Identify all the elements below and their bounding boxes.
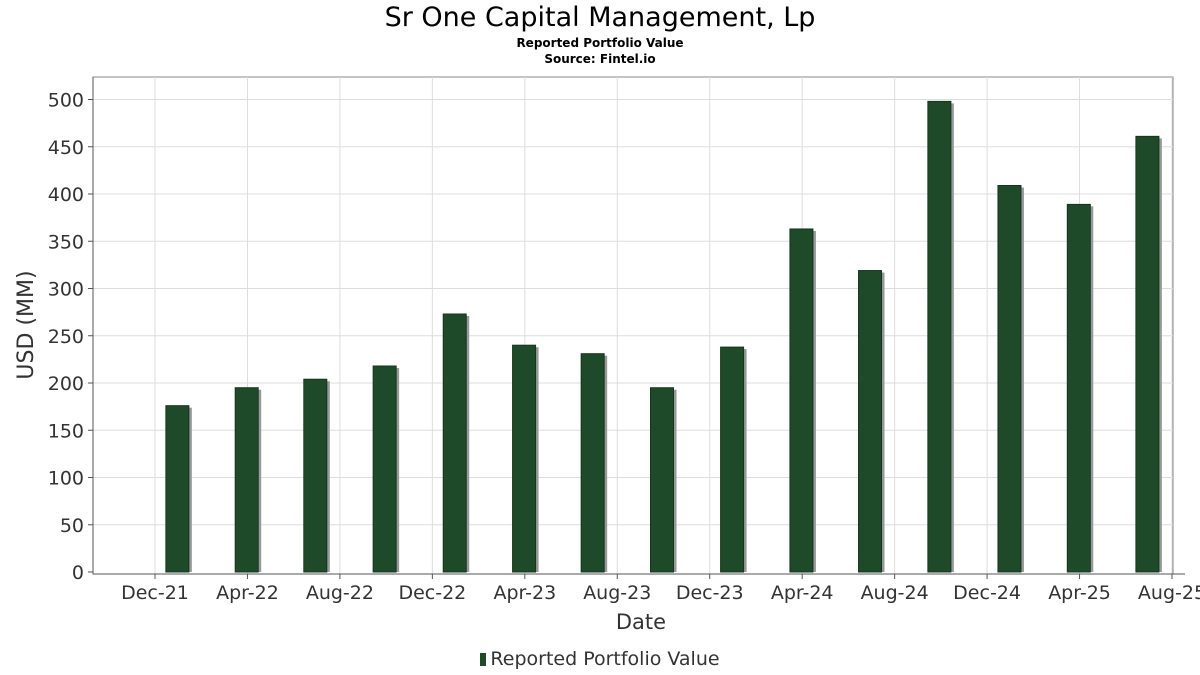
x-tick-label: Aug-24 — [861, 582, 929, 604]
x-tick-labels: Dec-21 Apr-22 Aug-22 Dec-22 Apr-23 Aug-23 Dec-… — [121, 574, 1200, 604]
y-tick-labels: 0 50 100 150 200 250 300 350 400 450 500 — [48, 90, 93, 584]
x-tick-label: Dec-23 — [676, 582, 744, 604]
y-tick-label: 0 — [72, 562, 84, 584]
y-tick-label: 500 — [48, 90, 84, 112]
bar — [858, 270, 883, 573]
x-tick-label: Dec-21 — [121, 582, 189, 604]
y-tick-label: 50 — [60, 515, 84, 537]
bar — [580, 353, 605, 573]
x-gridlines — [154, 77, 1173, 574]
legend-swatch — [480, 653, 487, 666]
y-tick-label: 400 — [48, 184, 84, 206]
chart-source: Source: Fintel.io — [544, 52, 656, 66]
bar — [720, 346, 745, 573]
bar — [997, 184, 1022, 573]
y-tick-label: 150 — [48, 420, 84, 442]
y-axis-label: USD (MM) — [14, 270, 39, 379]
bar — [650, 387, 675, 573]
bar — [442, 313, 467, 573]
x-tick-label: Apr-25 — [1048, 582, 1111, 604]
y-tick-label: 450 — [48, 137, 84, 159]
x-tick-label: Aug-25 — [1138, 582, 1200, 604]
bar — [512, 344, 537, 573]
y-tick-label: 250 — [48, 326, 84, 348]
x-tick-label: Dec-24 — [953, 582, 1021, 604]
y-tick-label: 300 — [48, 279, 84, 301]
y-tick-label: 350 — [48, 231, 84, 253]
x-tick-label: Aug-23 — [583, 582, 651, 604]
bars — [165, 100, 1162, 573]
bar — [303, 378, 328, 573]
legend: Reported Portfolio Value — [0, 648, 1200, 670]
bar — [789, 228, 814, 573]
bar — [372, 365, 397, 573]
chart-title: Sr One Capital Management, Lp — [384, 2, 816, 33]
bar — [234, 387, 259, 573]
legend-label: Reported Portfolio Value — [490, 648, 720, 670]
bar — [927, 100, 952, 573]
x-tick-label: Apr-22 — [216, 582, 279, 604]
chart-subtitle: Reported Portfolio Value — [516, 36, 684, 50]
y-tick-label: 200 — [48, 373, 84, 395]
x-tick-label: Dec-22 — [398, 582, 466, 604]
bar — [165, 405, 190, 573]
y-gridlines — [93, 99, 1173, 526]
plot-area — [92, 76, 1174, 575]
bar — [1066, 203, 1091, 573]
y-tick-label: 100 — [48, 468, 84, 490]
bar — [1135, 135, 1160, 573]
x-tick-label: Apr-23 — [493, 582, 556, 604]
x-tick-label: Aug-22 — [306, 582, 374, 604]
x-axis-label: Date — [616, 610, 666, 634]
x-tick-label: Apr-24 — [771, 582, 834, 604]
